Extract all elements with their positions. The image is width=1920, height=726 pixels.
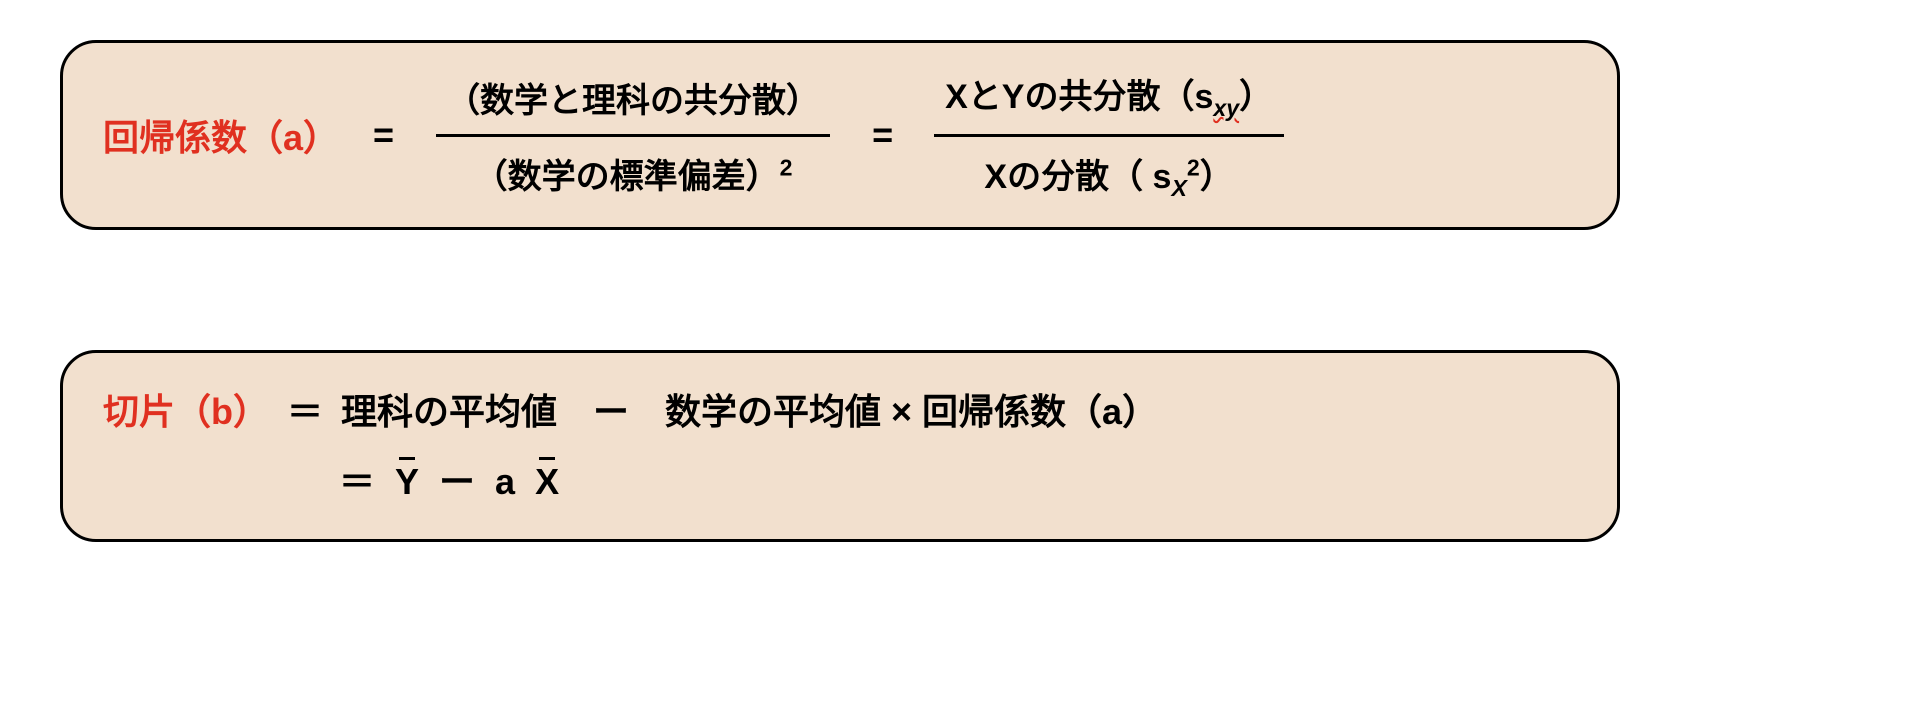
b-equals-2: ＝	[339, 453, 375, 505]
x-bar: X	[535, 457, 559, 503]
frac2-num-sub: xy	[1213, 95, 1239, 121]
coef-a: a	[495, 461, 515, 503]
frac2-denominator: Xの分散（ sX2）	[966, 143, 1251, 208]
b-row-1: 切片（b） ＝ 理科の平均値 ー 数学の平均値 × 回帰係数（a）	[103, 383, 1577, 435]
y-bar: Y	[395, 457, 419, 503]
frac2-numerator: XとYの共分散（sxy）	[927, 63, 1291, 128]
frac1-denominator: （数学の標準偏差）2	[456, 143, 811, 204]
frac1-den-main: （数学の標準偏差）	[474, 158, 780, 196]
fraction-2: XとYの共分散（sxy） Xの分散（ sX2）	[927, 63, 1291, 208]
b-rhs-text: 理科の平均値 ー 数学の平均値 × 回帰係数（a）	[341, 383, 1158, 435]
b-row-2: ＝ Y ー a X	[339, 453, 1577, 505]
vertical-gap	[60, 230, 1860, 350]
label-b: 切片（b）	[103, 383, 269, 435]
frac2-den-pre: Xの分散（ s	[984, 158, 1171, 196]
formula-card-a: 回帰係数（a） = （数学と理科の共分散） （数学の標準偏差）2 = XとYの共…	[60, 40, 1620, 230]
equals-1: =	[363, 114, 404, 156]
fraction-1: （数学と理科の共分散） （数学の標準偏差）2	[428, 67, 838, 204]
frac2-den-sub: X	[1171, 174, 1186, 200]
frac1-bar	[436, 134, 830, 137]
frac2-den-post: ）	[1200, 158, 1234, 196]
page: 回帰係数（a） = （数学と理科の共分散） （数学の標準偏差）2 = XとYの共…	[0, 0, 1920, 582]
formula-card-b: 切片（b） ＝ 理科の平均値 ー 数学の平均値 × 回帰係数（a） ＝ Y ー …	[60, 350, 1620, 542]
frac2-bar	[934, 134, 1283, 137]
frac1-numerator: （数学と理科の共分散）	[428, 67, 838, 128]
frac2-den-sup: 2	[1187, 154, 1200, 180]
minus: ー	[439, 453, 475, 505]
frac2-num-post: ）	[1239, 78, 1273, 116]
b-equals-1: ＝	[287, 383, 323, 435]
frac2-num-pre: XとYの共分散（s	[945, 78, 1213, 116]
equals-2: =	[862, 114, 903, 156]
frac1-den-sup: 2	[780, 154, 793, 180]
label-a: 回帰係数（a）	[103, 109, 339, 161]
